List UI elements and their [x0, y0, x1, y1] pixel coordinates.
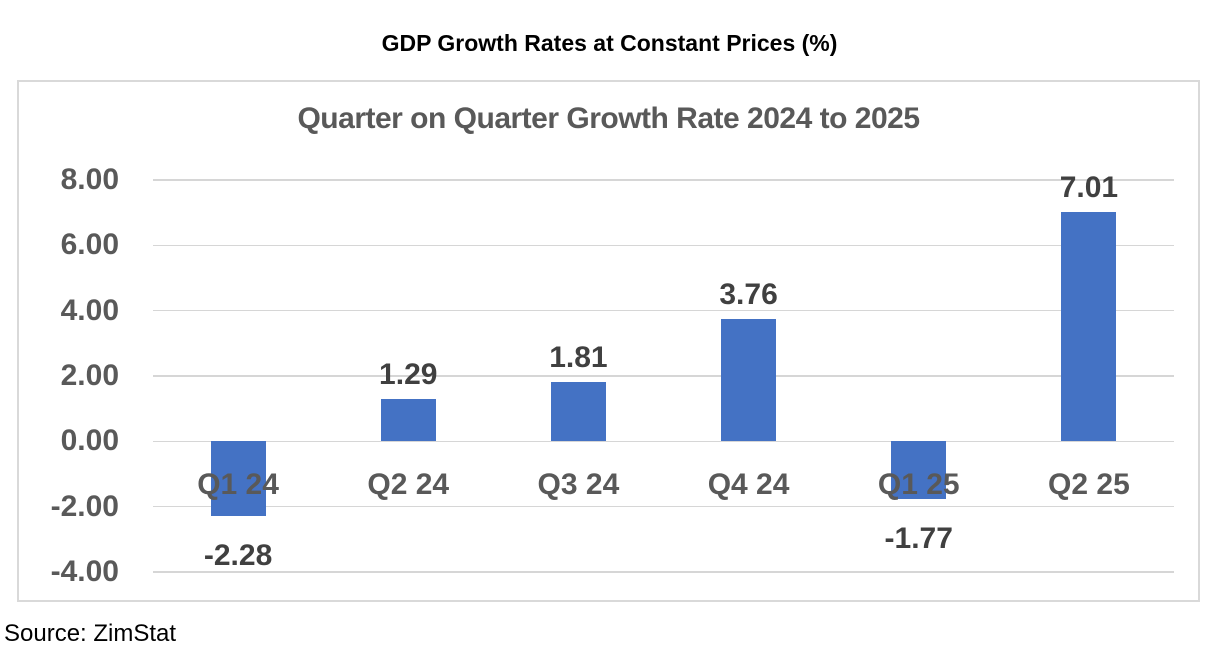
- category-label: Q2 24: [367, 468, 450, 501]
- plot-area: 8.00 6.00 4.00 2.00 0.00 -2.00 -4.00 Q1 24 -2.28…: [19, 82, 1198, 600]
- category-label: Q1 25: [877, 468, 960, 501]
- page-title: GDP Growth Rates at Constant Prices (%): [381, 30, 838, 56]
- bar-q2-24: [380, 399, 436, 442]
- gridline: [153, 309, 1174, 312]
- chart-area: Quarter on Quarter Growth Rate 2024 to 2…: [17, 80, 1200, 602]
- category-label: Q4 24: [707, 468, 790, 501]
- gridline: [153, 244, 1174, 247]
- y-axis-tick-label: 2.00: [60, 359, 119, 392]
- gridline: [153, 571, 1174, 573]
- data-label: 7.01: [1059, 171, 1119, 205]
- bar-q1-24: [210, 441, 266, 516]
- gridline: [153, 375, 1174, 377]
- data-label: 1.81: [549, 341, 608, 375]
- category-label: Q3 24: [537, 468, 620, 501]
- y-axis-tick-label: -2.00: [50, 489, 119, 523]
- y-axis-tick-label: 8.00: [60, 163, 119, 196]
- data-label: -1.77: [884, 522, 953, 556]
- category-label: Q1 24: [197, 468, 279, 501]
- source-note: Source: ZimStat: [4, 620, 177, 647]
- category-label: Q2 25: [1048, 468, 1130, 501]
- y-axis-tick-label: 4.00: [60, 293, 119, 327]
- gridline: [153, 440, 1174, 443]
- data-label: 3.76: [719, 277, 778, 311]
- data-label: -2.28: [203, 538, 273, 572]
- bar-q4-24: [721, 318, 777, 442]
- y-axis-tick-label: 6.00: [60, 228, 119, 262]
- data-label: 1.29: [379, 358, 438, 392]
- chart-title: Quarter on Quarter Growth Rate 2024 to 2…: [297, 102, 920, 135]
- bar-q3-24: [550, 382, 606, 442]
- gridline: [153, 179, 1174, 181]
- bar-q2-25: [1061, 212, 1117, 442]
- y-axis-tick-label: -4.00: [50, 555, 119, 588]
- y-axis-tick-label: 0.00: [60, 424, 119, 458]
- bar-q1-25: [891, 441, 947, 500]
- gridline: [153, 505, 1174, 508]
